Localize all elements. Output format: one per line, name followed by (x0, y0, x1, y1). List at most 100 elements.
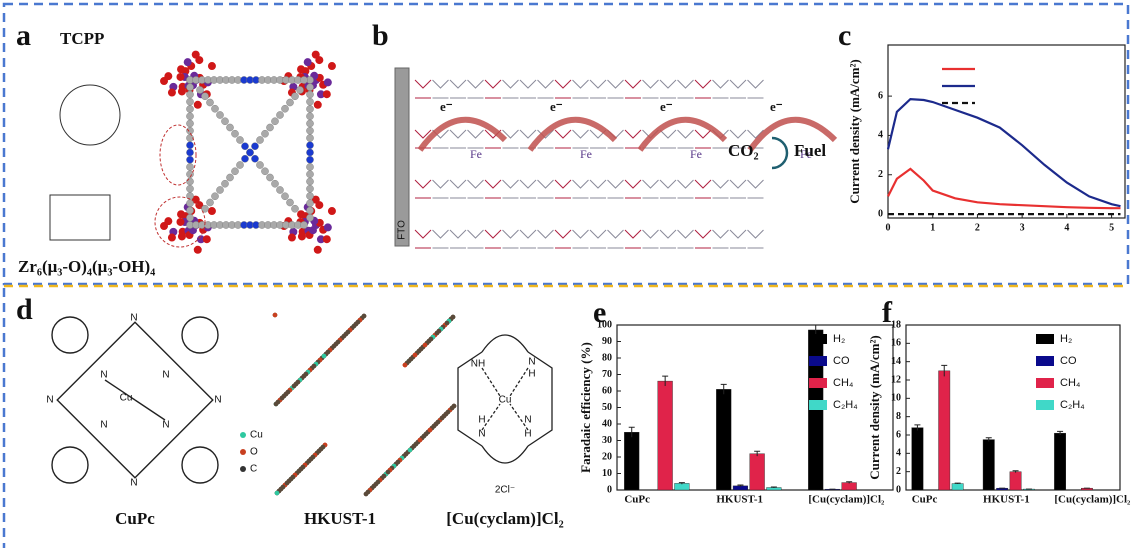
electrode (394, 67, 410, 247)
linker (607, 79, 624, 99)
linker (677, 179, 694, 199)
atom (434, 330, 440, 336)
x-tick-label: 2 (975, 222, 980, 233)
atom (241, 154, 249, 163)
mof-structure (49, 50, 336, 254)
linker (484, 229, 502, 249)
atom (306, 90, 314, 99)
atom (316, 235, 325, 244)
atom (306, 199, 314, 208)
atom (291, 204, 299, 213)
atom (300, 76, 308, 84)
error-bar (812, 324, 819, 335)
bar (674, 483, 690, 491)
linker (537, 179, 554, 199)
macrocycle (56, 321, 214, 479)
atom: N (162, 370, 169, 381)
atom: N (130, 313, 137, 324)
atom (177, 65, 186, 74)
legend-swatch (1036, 400, 1054, 410)
y-tick-label: 6 (878, 90, 883, 101)
linker (572, 129, 589, 149)
linker (729, 79, 747, 99)
linker (537, 229, 554, 249)
fe-label: Fe (470, 147, 482, 161)
linker (747, 229, 764, 249)
atom (343, 331, 349, 337)
legend-swatch (1036, 378, 1054, 388)
bar (951, 483, 964, 491)
atom (177, 210, 186, 219)
legend-swatch (809, 378, 827, 388)
atom (439, 415, 445, 421)
atom (375, 479, 381, 485)
linker (694, 129, 712, 149)
atom (202, 235, 211, 244)
cycle-arrow (771, 136, 789, 170)
atom (296, 86, 304, 94)
linker (694, 179, 712, 199)
atom (216, 111, 224, 119)
linker-ring (59, 84, 121, 146)
linker (694, 229, 712, 249)
error-bar (941, 364, 948, 377)
highlight (159, 124, 197, 186)
tcpp-label: TCPP (60, 29, 104, 48)
atom (196, 86, 204, 94)
atom (186, 148, 194, 157)
atom (241, 142, 249, 151)
atom (353, 321, 359, 327)
atom: Cu (120, 393, 133, 404)
legend-label: C (250, 464, 257, 475)
atom (201, 92, 209, 101)
atom (226, 173, 234, 182)
atom (186, 112, 194, 121)
bar (624, 432, 640, 491)
y-tick-label: 0 (896, 484, 901, 495)
error-bar (754, 450, 761, 457)
linker (729, 229, 747, 249)
legend-label: CH₄ (833, 377, 854, 389)
bar (749, 453, 765, 491)
linker (677, 79, 694, 99)
linker (502, 129, 519, 149)
linker (467, 129, 484, 149)
fe-label: Fe (800, 147, 812, 161)
atom (300, 221, 308, 229)
bar (657, 380, 673, 491)
linker (537, 129, 554, 149)
x-tick-label: CuPc (624, 494, 650, 506)
atom (321, 353, 327, 359)
linker (519, 179, 537, 199)
atom (444, 320, 450, 326)
electrode-label: FTO (397, 220, 408, 240)
atom (266, 123, 274, 132)
y-tick-label: 40 (602, 418, 612, 429)
y-tick-label: 90 (602, 336, 612, 347)
y-tick-label: 50 (602, 402, 612, 413)
atom (186, 177, 194, 186)
atom (316, 448, 322, 454)
atom (186, 141, 194, 150)
x-tick-label: 4 (1064, 222, 1069, 233)
y-axis-label: Current density (mA/cm²) (867, 335, 882, 479)
linker (589, 79, 607, 99)
atom (297, 65, 306, 74)
atom (322, 235, 331, 244)
error-bar (628, 426, 635, 438)
atom (271, 117, 279, 126)
linker (607, 179, 624, 199)
atom (186, 126, 194, 135)
atom (186, 155, 194, 164)
linker (659, 129, 677, 149)
electron-arrow (417, 116, 508, 152)
atom (417, 437, 423, 443)
linker (554, 129, 572, 149)
fuel-label: Fuel (794, 141, 826, 160)
linker (432, 79, 449, 99)
atom (176, 72, 185, 81)
highlight (154, 196, 206, 248)
error-bar (662, 375, 669, 387)
ring (51, 446, 89, 484)
